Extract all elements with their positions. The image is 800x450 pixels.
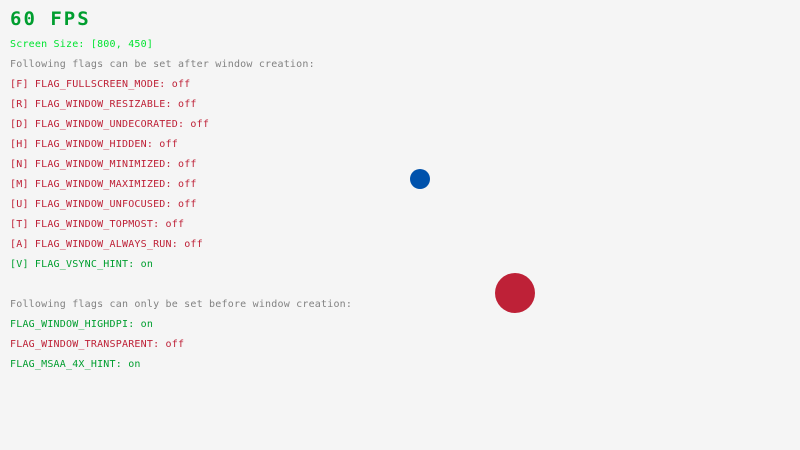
flag-state: on [140,319,154,330]
flag-row: [A] FLAG_WINDOW_ALWAYS_RUN: off [10,239,203,251]
flag-label: FLAG_WINDOW_TRANSPARENT: [10,339,166,350]
flag-label: [U] FLAG_WINDOW_UNFOCUSED: [10,199,178,210]
flag-state: off [165,219,185,230]
screen-size-text: Screen Size: [800, 450] [10,39,154,50]
flag-label: [H] FLAG_WINDOW_HIDDEN: [10,139,160,150]
fps-counter: 60 FPS [10,8,91,30]
flag-row: [M] FLAG_WINDOW_MAXIMIZED: off [10,179,197,191]
small-blue-ball [410,169,430,189]
large-red-ball [495,273,535,313]
flag-label: [R] FLAG_WINDOW_RESIZABLE: [10,99,178,110]
flag-label: [A] FLAG_WINDOW_ALWAYS_RUN: [10,239,185,250]
flag-label: FLAG_MSAA_4X_HINT: [10,359,129,370]
after-creation-header: Following flags can be set after window … [10,59,315,70]
flag-row: [D] FLAG_WINDOW_UNDECORATED: off [10,119,209,131]
flag-row: [U] FLAG_WINDOW_UNFOCUSED: off [10,199,197,211]
flag-label: [V] FLAG_VSYNC_HINT: [10,259,141,270]
before-creation-header: Following flags can only be set before w… [10,299,353,310]
flag-row: [N] FLAG_WINDOW_MINIMIZED: off [10,159,197,171]
flag-row: FLAG_WINDOW_HIGHDPI: on [10,319,153,331]
flag-state: off [184,239,203,250]
flag-state: off [159,139,178,150]
flag-label: [M] FLAG_WINDOW_MAXIMIZED: [10,179,178,190]
flag-row: [F] FLAG_FULLSCREEN_MODE: off [10,79,190,91]
flag-row: FLAG_MSAA_4X_HINT: on [10,359,141,371]
flag-state: off [171,79,191,90]
flag-row: [T] FLAG_WINDOW_TOPMOST: off [10,219,184,231]
flag-row: [H] FLAG_WINDOW_HIDDEN: off [10,139,178,151]
flag-label: [F] FLAG_FULLSCREEN_MODE: [10,79,172,90]
flag-state: on [128,359,141,370]
flag-label: [D] FLAG_WINDOW_UNDECORATED: [10,119,191,130]
flag-state: off [165,339,185,350]
flag-label: [N] FLAG_WINDOW_MINIMIZED: [10,159,178,170]
flag-row: FLAG_WINDOW_TRANSPARENT: off [10,339,184,351]
flag-state: off [177,99,197,110]
flag-row: [V] FLAG_VSYNC_HINT: on [10,259,153,271]
flag-label: FLAG_WINDOW_HIGHDPI: [10,319,141,330]
flag-state: off [177,199,197,210]
flag-state: on [140,259,154,270]
flag-state: off [190,119,210,130]
flag-state: off [177,159,197,170]
flag-row: [R] FLAG_WINDOW_RESIZABLE: off [10,99,197,111]
flag-state: off [177,179,197,190]
flag-label: [T] FLAG_WINDOW_TOPMOST: [10,219,166,230]
